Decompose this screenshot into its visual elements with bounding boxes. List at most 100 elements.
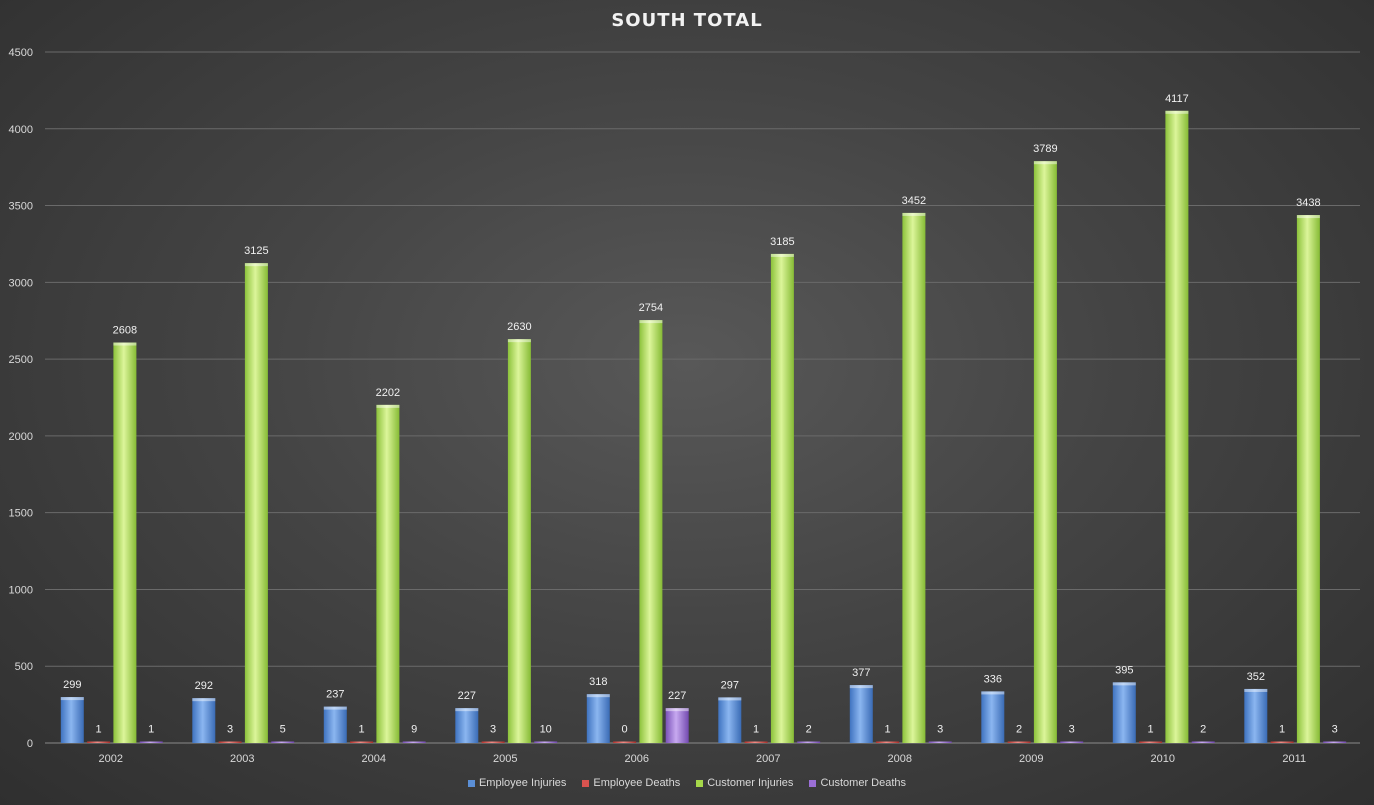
bar-employee-deaths <box>876 741 900 743</box>
data-label: 3789 <box>1033 143 1057 155</box>
bar-highlight <box>1244 688 1268 692</box>
x-tick-label: 2010 <box>1151 753 1175 765</box>
data-label: 352 <box>1247 671 1265 683</box>
bar-highlight <box>1112 682 1136 686</box>
bar-employee-injuries <box>192 698 216 743</box>
y-tick-label: 4000 <box>9 124 33 136</box>
bar-employee-injuries <box>323 706 347 743</box>
bar-highlight <box>376 404 400 408</box>
legend: Employee Injuries Employee Deaths Customer… <box>0 777 1374 789</box>
data-label: 3125 <box>244 245 268 257</box>
bar-highlight <box>113 342 137 346</box>
bar-customer-injuries <box>1165 110 1189 744</box>
bar-customer-injuries <box>770 253 794 744</box>
data-label: 1 <box>1148 724 1154 736</box>
bar-customer-injuries <box>1033 161 1057 744</box>
bar-highlight <box>586 694 610 698</box>
data-label: 2202 <box>376 387 400 399</box>
y-tick-label: 500 <box>15 661 33 673</box>
bar-employee-injuries <box>1244 688 1268 743</box>
x-tick-label: 2009 <box>1019 753 1043 765</box>
x-tick-label: 2008 <box>888 753 912 765</box>
bar-highlight <box>1165 110 1189 114</box>
data-label: 3452 <box>902 195 926 207</box>
data-label: 1 <box>96 724 102 736</box>
bar-highlight <box>770 253 794 257</box>
legend-item: Customer Deaths <box>809 777 906 789</box>
bar-employee-injuries <box>455 708 479 743</box>
data-label: 237 <box>326 689 344 701</box>
data-label: 2754 <box>639 302 663 314</box>
bar-customer-injuries <box>639 320 663 743</box>
data-label: 10 <box>540 723 552 735</box>
x-tick-label: 2004 <box>362 753 386 765</box>
bar-customer-deaths <box>665 708 689 743</box>
bar-customer-deaths <box>271 741 295 743</box>
data-label: 377 <box>852 667 870 679</box>
bar-employee-injuries <box>1112 682 1136 743</box>
data-label: 3 <box>227 724 233 736</box>
x-tick-label: 2003 <box>230 753 254 765</box>
bar-customer-injuries <box>902 212 926 744</box>
x-tick-label: 2011 <box>1282 753 1306 765</box>
data-label: 3 <box>1332 724 1338 736</box>
bar-highlight <box>323 706 347 710</box>
data-label: 3438 <box>1296 197 1320 209</box>
bar-customer-deaths <box>1060 741 1084 743</box>
bars <box>60 110 1347 744</box>
bar-highlight <box>639 320 663 324</box>
bar-employee-injuries <box>981 691 1005 743</box>
bar-employee-deaths <box>744 741 768 743</box>
bar-employee-deaths <box>1007 741 1031 743</box>
data-label: 1 <box>885 724 891 736</box>
data-label: 1 <box>359 724 365 736</box>
data-label: 0 <box>622 724 628 736</box>
data-label: 5 <box>280 724 286 736</box>
bar-customer-deaths <box>402 741 426 743</box>
bar-customer-injuries <box>376 404 400 743</box>
data-label: 395 <box>1115 664 1133 676</box>
bar-customer-deaths <box>139 741 163 743</box>
x-tick-label: 2005 <box>493 753 517 765</box>
data-label: 227 <box>668 690 686 702</box>
bar-employee-injuries <box>849 685 873 743</box>
legend-swatch <box>467 779 475 787</box>
y-tick-label: 0 <box>27 738 33 750</box>
x-tick-label: 2002 <box>99 753 123 765</box>
y-tick-label: 3500 <box>9 201 33 213</box>
legend-item: Customer Injuries <box>696 777 793 789</box>
bar-highlight <box>244 263 268 267</box>
bar-highlight <box>718 697 742 701</box>
x-tick-label: 2006 <box>625 753 649 765</box>
data-label: 297 <box>721 679 739 691</box>
y-tick-label: 2500 <box>9 354 33 366</box>
y-tick-label: 2000 <box>9 431 33 443</box>
legend-label: Customer Deaths <box>820 777 907 789</box>
data-label: 227 <box>458 690 476 702</box>
data-label: 299 <box>63 679 81 691</box>
legend-swatch <box>809 779 817 787</box>
bar-highlight <box>981 691 1005 695</box>
y-tick-label: 4500 <box>9 47 33 59</box>
legend-swatch <box>696 779 704 787</box>
bar-employee-injuries <box>586 694 610 743</box>
gridlines <box>45 51 1360 744</box>
bar-highlight <box>902 212 926 216</box>
data-label: 3 <box>490 724 496 736</box>
x-tick-label: 2007 <box>756 753 780 765</box>
x-axis: 2002 2003 2004 2005 2006 2007 2008 2009 2010 2011 <box>99 753 1307 765</box>
bar-highlight <box>60 697 84 701</box>
bar-highlight <box>1296 215 1320 219</box>
bar-employee-deaths <box>350 741 374 743</box>
data-label: 3 <box>1069 724 1075 736</box>
data-label: 3 <box>937 724 943 736</box>
legend-item: Employee Injuries <box>467 777 566 789</box>
data-label: 292 <box>195 680 213 692</box>
y-tick-label: 3000 <box>9 277 33 289</box>
bar-employee-injuries <box>60 697 84 743</box>
data-labels: 2991260812923312552371220292273263010318… <box>63 93 1338 736</box>
bar-highlight <box>1033 161 1057 165</box>
bar-customer-deaths <box>1323 741 1347 743</box>
bar-employee-deaths <box>1139 741 1163 743</box>
